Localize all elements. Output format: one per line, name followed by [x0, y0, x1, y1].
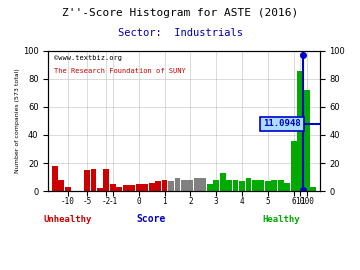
Text: 11.0948: 11.0948	[263, 119, 301, 128]
Text: Healthy: Healthy	[263, 215, 300, 224]
Bar	[155, 181, 161, 191]
Bar	[291, 141, 297, 191]
Bar	[278, 180, 284, 191]
Bar	[194, 178, 200, 191]
Bar	[304, 90, 310, 191]
Bar	[258, 180, 264, 191]
Bar	[188, 180, 193, 191]
Text: Z''-Score Histogram for ASTE (2016): Z''-Score Histogram for ASTE (2016)	[62, 8, 298, 18]
Bar	[252, 180, 258, 191]
Bar	[233, 180, 238, 191]
Bar	[129, 185, 135, 191]
Bar	[310, 187, 316, 191]
Bar	[168, 181, 174, 191]
Bar	[265, 181, 271, 191]
Bar	[116, 187, 122, 191]
Bar	[97, 188, 103, 191]
Bar	[84, 170, 90, 191]
Bar	[123, 185, 129, 191]
Bar	[65, 187, 71, 191]
Text: ©www.textbiz.org: ©www.textbiz.org	[54, 55, 122, 61]
Bar	[52, 166, 58, 191]
Bar	[149, 183, 154, 191]
Bar	[162, 180, 167, 191]
Bar	[226, 180, 232, 191]
Text: Unhealthy: Unhealthy	[43, 215, 91, 224]
Text: Sector:  Industrials: Sector: Industrials	[117, 28, 243, 38]
Bar	[110, 184, 116, 191]
Y-axis label: Number of companies (573 total): Number of companies (573 total)	[15, 69, 20, 173]
Bar	[213, 180, 219, 191]
Bar	[181, 180, 187, 191]
Bar	[246, 178, 251, 191]
Bar	[239, 181, 245, 191]
Bar	[201, 178, 206, 191]
Bar	[58, 180, 64, 191]
Bar	[142, 184, 148, 191]
Bar	[136, 184, 141, 191]
Bar	[207, 184, 213, 191]
Bar	[91, 169, 96, 191]
Bar	[175, 178, 180, 191]
Bar	[220, 173, 226, 191]
Bar	[297, 70, 303, 191]
Text: The Research Foundation of SUNY: The Research Foundation of SUNY	[54, 68, 185, 74]
Bar	[271, 180, 277, 191]
Text: Score: Score	[137, 214, 166, 224]
Bar	[103, 169, 109, 191]
Bar	[284, 183, 290, 191]
